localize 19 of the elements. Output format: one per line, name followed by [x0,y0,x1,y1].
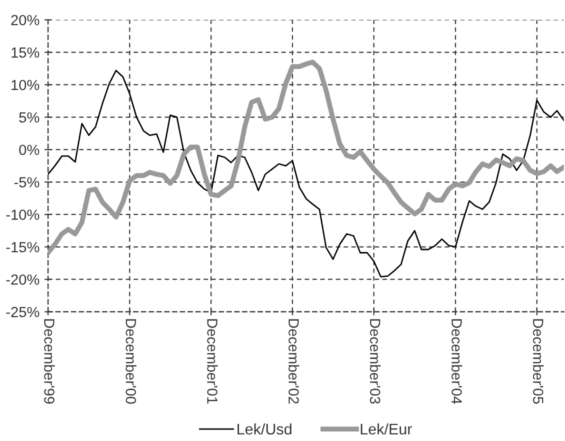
x-tick-label: December'05 [532,319,544,404]
y-tick-label: -25% [6,306,40,318]
y-tick-label: 15% [12,47,40,58]
y-tick-label: 0% [19,144,40,156]
legend-label: Lek/Usd [238,423,292,435]
y-tick-label: -15% [6,242,40,252]
legend-label: Lek/Eur [360,423,412,435]
x-tick-label: December'02 [288,319,300,404]
x-tick-label: December'00 [126,319,136,404]
y-tick-label: 5% [19,112,40,123]
y-tick-label: 20% [11,14,40,26]
x-tick-label: December'04 [452,319,462,404]
y-tick-label: 10% [12,80,40,90]
x-tick-label: December'03 [370,319,381,404]
x-tick-label: December'01 [207,319,218,404]
x-tick-label: December'99 [44,319,55,404]
y-tick-label: -10% [6,210,40,220]
y-tick-label: -5% [14,177,40,188]
y-tick-label: -20% [6,274,40,285]
